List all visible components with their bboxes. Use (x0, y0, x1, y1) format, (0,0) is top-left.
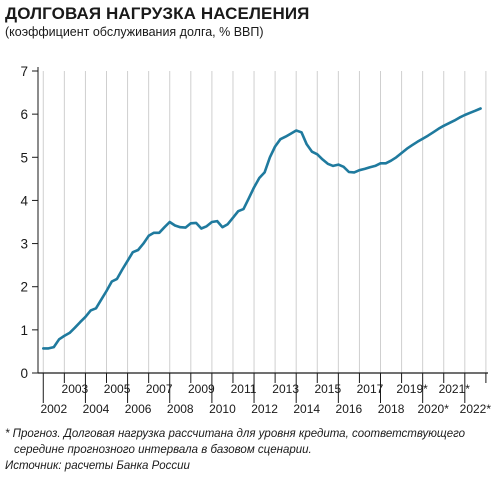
y-tick-label: 7 (20, 64, 28, 79)
x-tick-label-bottom: 2010 (209, 402, 236, 416)
x-tick-label-bottom: 2014 (293, 402, 320, 416)
grid-layer (42, 71, 487, 373)
y-tick-label: 5 (20, 150, 28, 165)
x-tick-label-bottom: 2016 (336, 402, 363, 416)
y-tick-label: 0 (20, 366, 28, 381)
x-tick-label-bottom: 2022* (460, 402, 492, 416)
x-tick-label-top: 2007 (146, 382, 173, 396)
y-tick-label: 6 (20, 107, 28, 122)
chart-title: ДОЛГОВАЯ НАГРУЗКА НАСЕЛЕНИЯ (5, 4, 310, 23)
x-tick-label-bottom: 2018 (378, 402, 405, 416)
x-tick-label-top: 2005 (104, 382, 131, 396)
y-tick-label: 2 (20, 280, 28, 295)
x-tick-label-top: 2021* (439, 382, 471, 396)
footnote-source: Источник: расчеты Банка России (5, 460, 190, 472)
x-tick-label-bottom: 2008 (167, 402, 194, 416)
x-tick-label-top: 2011 (231, 382, 257, 396)
x-tick-label-top: 2019* (396, 382, 428, 396)
x-tick-label-top: 2017 (357, 382, 384, 396)
label-layer: 0 1 2 3 4 5 6 7 2003 2005 2007 2009 2011 2013 2015 2017… (20, 64, 491, 416)
y-tick-label: 1 (20, 323, 28, 338)
x-tick-label-bottom: 2012 (251, 402, 278, 416)
chart-subtitle: (коэффициент обслуживания долга, % ВВП) (5, 25, 264, 39)
x-tick-label-top: 2003 (62, 382, 89, 396)
y-tick-label: 4 (20, 193, 28, 208)
y-tick-label: 3 (20, 237, 28, 252)
x-tick-label-top: 2015 (314, 382, 341, 396)
series-layer (42, 107, 482, 350)
series-line (42, 107, 482, 350)
axis-layer (32, 67, 488, 403)
x-tick-label-top: 2013 (272, 382, 299, 396)
x-tick-label-bottom: 2020* (418, 402, 450, 416)
x-tick-label-bottom: 2006 (125, 402, 152, 416)
chart-area: 0 1 2 3 4 5 6 7 2003 2005 2007 2009 2011 2013 2015 2017… (20, 64, 491, 416)
footnote-forecast-continued: середине прогнозного интервала в базовом… (14, 444, 312, 456)
x-tick-label-top: 2009 (188, 382, 215, 396)
x-tick-label-bottom: 2004 (83, 402, 110, 416)
footnote-forecast: * Прогноз. Долговая нагрузка рассчитана … (5, 428, 466, 440)
x-tick-label-bottom: 2002 (40, 402, 67, 416)
